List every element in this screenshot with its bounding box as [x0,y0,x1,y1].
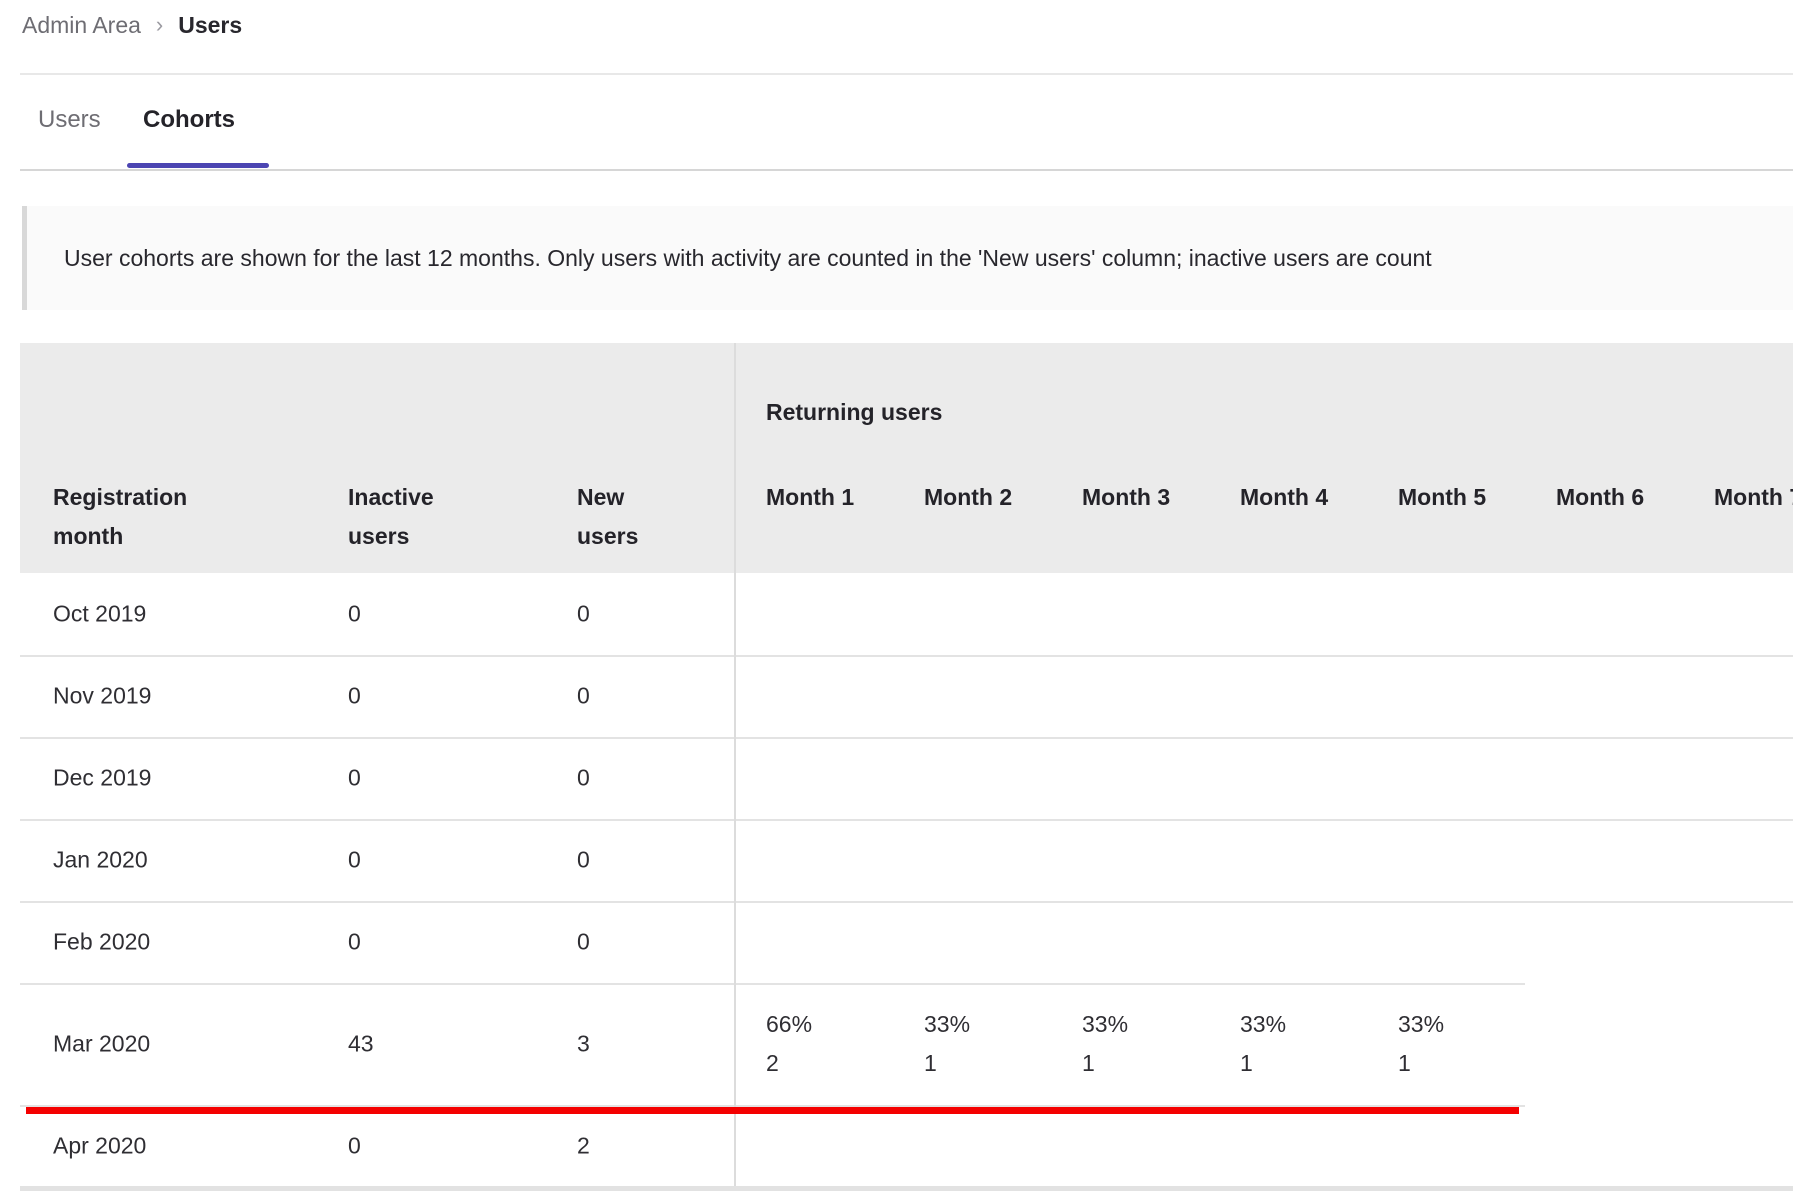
inactive-users-cell: 0 [348,1132,361,1159]
column-header-month-2: Month 2 [924,484,1013,510]
returning-users-cell-month-2: 33% 1 [924,1005,970,1083]
inactive-users-cell: 0 [348,764,361,791]
returning-count: 1 [1398,1050,1411,1076]
column-header-month-3: Month 3 [1082,484,1171,510]
row-divider [20,901,1793,903]
column-header-inactive-users: Inactive users [348,484,434,549]
breadcrumb-divider [20,73,1793,75]
returning-percentage: 33% [924,1011,971,1037]
registration-month-cell: Apr 2020 [53,1132,147,1159]
registration-month-cell: Oct 2019 [53,600,147,627]
breadcrumb-users[interactable]: Users [178,12,243,38]
new-users-cell: 0 [577,846,590,873]
table-row-mar-2020: Mar 2020 43 3 66% 2 33% 1 33% 1 33% 1 33% 1 [20,983,1793,1105]
returning-percentage: 33% [1240,1011,1287,1037]
column-header-registration-month: Registration month [53,484,188,549]
tab-cohorts[interactable]: Cohorts [143,106,235,133]
row-divider [20,655,1793,657]
table-row-nov-2019: Nov 2019 0 0 [20,655,1793,737]
row-divider [20,737,1793,739]
new-users-cell: 0 [577,928,590,955]
breadcrumb: Admin Area › Users [22,12,242,39]
returning-count: 1 [1082,1050,1095,1076]
red-annotation-line [26,1107,1519,1114]
registration-month-cell: Dec 2019 [53,764,152,791]
new-users-cell: 2 [577,1132,590,1159]
new-users-cell: 0 [577,600,590,627]
row-divider [20,819,1793,821]
active-tab-indicator [127,163,269,168]
returning-users-cell-month-1: 66% 2 [766,1005,812,1083]
table-section-divider [734,343,736,1187]
table-row-dec-2019: Dec 2019 0 0 [20,737,1793,819]
returning-count: 1 [924,1050,937,1076]
returning-count: 2 [766,1050,779,1076]
returning-percentage: 33% [1398,1011,1445,1037]
inactive-users-cell: 0 [348,846,361,873]
returning-percentage: 66% [766,1011,813,1037]
inactive-users-cell: 43 [348,1030,374,1057]
new-users-cell: 0 [577,764,590,791]
column-header-month-7: Month 7 [1714,484,1793,510]
table-row-oct-2019: Oct 2019 0 0 [20,573,1793,655]
chevron-right-icon: › [155,11,164,37]
tabs-divider [20,169,1793,171]
breadcrumb-admin-area[interactable]: Admin Area [22,12,141,38]
returning-users-cell-month-3: 33% 1 [1082,1005,1128,1083]
returning-users-cell-month-4: 33% 1 [1240,1005,1286,1083]
column-header-month-5: Month 5 [1398,484,1487,510]
row-divider [20,983,1525,985]
cohorts-notice-banner: User cohorts are shown for the last 12 m… [22,206,1793,310]
inactive-users-cell: 0 [348,600,361,627]
cohorts-notice-text: User cohorts are shown for the last 12 m… [64,244,1432,271]
table-row-apr-2020: Apr 2020 0 2 [20,1106,1793,1186]
returning-percentage: 33% [1082,1011,1129,1037]
inactive-users-cell: 0 [348,682,361,709]
table-bottom-divider [20,1186,1793,1191]
column-header-month-4: Month 4 [1240,484,1329,510]
registration-month-cell: Feb 2020 [53,928,151,955]
table-row-jan-2020: Jan 2020 0 0 [20,819,1793,901]
column-header-month-1: Month 1 [766,484,855,510]
tab-users[interactable]: Users [38,106,101,133]
table-row-feb-2020: Feb 2020 0 0 [20,901,1793,983]
column-header-month-6: Month 6 [1556,484,1645,510]
registration-month-cell: Jan 2020 [53,846,148,873]
returning-users-cell-month-5: 33% 1 [1398,1005,1444,1083]
registration-month-cell: Nov 2019 [53,682,152,709]
cohorts-table-header: Returning users Registration month Inact… [20,343,1793,573]
registration-month-cell: Mar 2020 [53,1030,151,1057]
column-header-new-users: New users [577,484,639,549]
new-users-cell: 0 [577,682,590,709]
inactive-users-cell: 0 [348,928,361,955]
new-users-cell: 3 [577,1030,590,1057]
row-divider [20,1105,1525,1107]
returning-count: 1 [1240,1050,1253,1076]
returning-users-group-header: Returning users [766,399,943,425]
